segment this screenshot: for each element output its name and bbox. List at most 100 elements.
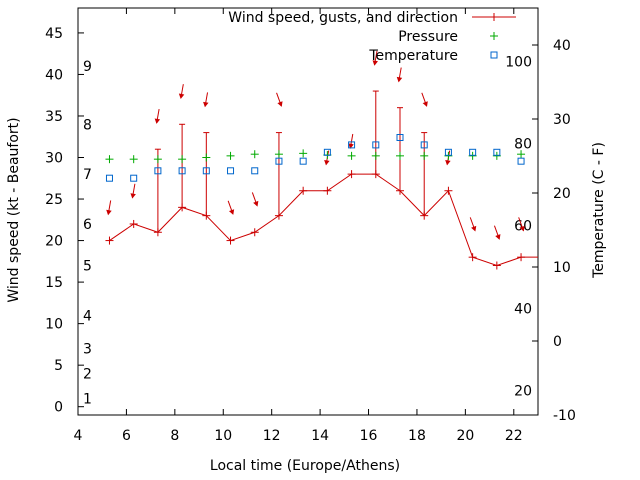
y-right-axis-ticks: -10 0 10 20 30 40: [532, 38, 576, 424]
pressure-point: [178, 155, 187, 164]
x-tick-label: 18: [408, 428, 426, 444]
y-left-tick-label: 35: [45, 109, 63, 125]
x-tick-label: 10: [214, 428, 232, 444]
temperature-point: [469, 148, 477, 156]
pressure-point: [299, 149, 308, 158]
y-right-tick-label: 40: [553, 38, 571, 54]
y-right-tick-label: 10: [553, 260, 571, 276]
x-tick-label: 16: [360, 428, 378, 444]
temperature-point: [130, 174, 138, 182]
y-right-tick-label: 30: [553, 112, 571, 128]
beaufort-label: 3: [83, 342, 92, 358]
temperature-point: [348, 141, 356, 149]
wind-direction-arrow: [493, 225, 501, 240]
x-tick-label: 6: [122, 428, 131, 444]
temperature-point: [372, 141, 380, 149]
wind-direction-arrow: [203, 92, 209, 108]
temperature-point: [202, 167, 210, 175]
temperature-point: [396, 134, 404, 141]
legend-swatch-temperature: [490, 51, 498, 59]
temperature-point: [251, 167, 259, 175]
wind-direction-arrow: [106, 200, 112, 216]
y-left-tick-label: 10: [45, 317, 63, 333]
beaufort-label: 1: [83, 391, 92, 407]
y-left-tick-label: 25: [45, 192, 63, 208]
wind-speed-line: [109, 173, 538, 267]
temperature-point: [299, 157, 307, 165]
x-axis-ticks: 4 6 8 10 12 14 16 18 20 22: [74, 8, 523, 444]
fahrenheit-label: 40: [514, 301, 532, 317]
x-tick-label: 8: [170, 428, 179, 444]
beaufort-label: 2: [83, 366, 92, 382]
wind-direction-arrow: [469, 217, 477, 232]
pressure-point: [517, 150, 526, 159]
pressure-point: [274, 150, 283, 159]
y-right-tick-label: -10: [553, 408, 576, 424]
y-right-tick-label: 0: [553, 334, 562, 350]
x-tick-label: 14: [311, 428, 329, 444]
wind-direction-arrow: [227, 200, 235, 215]
wind-speed-points: [105, 170, 526, 270]
temperature-point: [227, 167, 235, 175]
y-left-axis-ticks: 0 5 10 15 20 25 30 35 40 45: [45, 26, 84, 416]
pressure-point: [202, 153, 211, 162]
pressure-points: [105, 149, 526, 164]
y-left-tick-label: 20: [45, 234, 63, 250]
legend: Wind speed, gusts, and direction Pressur…: [228, 10, 516, 64]
temperature-point: [517, 157, 525, 165]
pressure-point: [371, 151, 380, 160]
beaufort-label: 7: [83, 167, 92, 183]
gust-lines: [154, 90, 428, 233]
fahrenheit-label: 20: [514, 384, 532, 400]
legend-label-temperature: Temperature: [368, 48, 458, 64]
pressure-point: [226, 151, 235, 160]
y-left-tick-label: 45: [45, 26, 63, 42]
pressure-point: [250, 150, 259, 159]
wind-direction-arrow: [421, 92, 428, 107]
pressure-point: [347, 151, 356, 160]
legend-swatch-pressure: [490, 32, 498, 40]
x-axis-label: Local time (Europe/Athens): [210, 458, 400, 474]
pressure-point: [492, 151, 501, 160]
temperature-point: [420, 141, 428, 149]
wind-direction-arrow: [372, 50, 378, 66]
pressure-point: [468, 151, 477, 160]
wind-direction-arrow: [348, 133, 354, 149]
plot-frame: [77, 7, 539, 416]
wind-direction-arrow: [130, 183, 136, 199]
temperature-point: [493, 148, 501, 156]
y-left-tick-label: 15: [45, 275, 63, 291]
legend-label-wind: Wind speed, gusts, and direction: [228, 10, 458, 26]
wind-direction-arrow: [324, 150, 330, 166]
y-left-tick-label: 5: [54, 358, 63, 374]
pressure-point: [444, 151, 453, 160]
pressure-point: [129, 155, 138, 164]
beaufort-label: 5: [83, 258, 92, 274]
temperature-point: [275, 157, 283, 165]
fahrenheit-label: 100: [505, 54, 532, 70]
grid-and-axes: [77, 7, 539, 416]
beaufort-label: 6: [83, 217, 92, 233]
temperature-point: [444, 148, 452, 156]
temperature-point: [178, 167, 186, 175]
wind-direction-arrow: [178, 84, 185, 99]
y-left-tick-label: 30: [45, 151, 63, 167]
pressure-point: [396, 151, 404, 160]
y-right-tick-label: 20: [553, 186, 571, 202]
pressure-point: [105, 155, 114, 164]
pressure-point: [420, 151, 429, 160]
y-left-tick-label: 40: [45, 67, 63, 83]
x-tick-label: 12: [263, 428, 281, 444]
wind-direction-arrow: [518, 217, 525, 232]
x-tick-label: 20: [456, 428, 474, 444]
temperature-points: [105, 134, 525, 182]
temperature-point: [323, 148, 331, 156]
y-right-axis-label: Temperature (C - F): [591, 142, 607, 279]
wind-direction-arrow: [251, 192, 259, 207]
pressure-point: [153, 155, 162, 164]
temperature-point: [154, 167, 162, 175]
wind-direction-arrow: [154, 108, 161, 124]
fahrenheit-label: 80: [514, 136, 532, 152]
y-left-axis-label: Wind speed (kt - Beaufort): [6, 117, 22, 302]
